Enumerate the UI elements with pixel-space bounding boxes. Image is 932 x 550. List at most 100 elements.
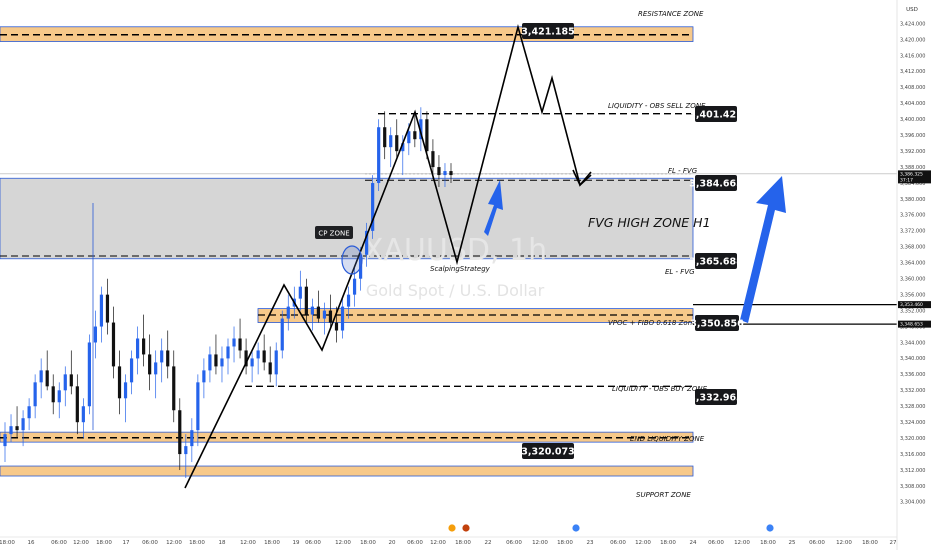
- candle-body-45: [274, 350, 278, 375]
- zone-label-6: LIQUIDITY - OBS BUY ZONE: [612, 385, 708, 393]
- candle-body-19: [117, 366, 122, 399]
- x-tick-5: 17: [123, 540, 130, 546]
- y-tick-2: 3,416.000: [900, 53, 925, 59]
- price-tag-2: 3,384.665: [689, 179, 743, 190]
- candle-body-51: [310, 306, 314, 315]
- y-tick-12: 3,376.000: [900, 213, 925, 219]
- candle-body-4: [27, 406, 31, 419]
- candle-body-62: [377, 127, 381, 184]
- x-tick-12: 19: [293, 540, 300, 546]
- candle-body-53: [322, 310, 327, 319]
- candle-body-8: [51, 386, 55, 403]
- drawings-layer: [184, 23, 786, 489]
- price-tag-1: 3,401.421: [689, 110, 743, 121]
- x-tick-6: 06:00: [142, 540, 158, 546]
- candle-body-56: [340, 306, 345, 331]
- x-tick-13: 06:00: [305, 540, 321, 546]
- candle-body-11: [69, 374, 73, 387]
- x-tick-28: 24: [690, 540, 697, 546]
- x-tick-8: 18:00: [189, 540, 205, 546]
- y-tick-17: 3,356.000: [900, 292, 925, 298]
- event-marker-icon-1: [462, 524, 470, 532]
- candle-body-72: [437, 167, 441, 176]
- candle-body-38: [232, 338, 236, 347]
- candle-body-71: [431, 151, 435, 168]
- labels-layer: RESISTANCE ZONE LIQUIDITY - OBS SELL ZONE…: [315, 10, 744, 499]
- candle-body-2: [15, 426, 19, 431]
- y-tick-30: 3,304.000: [900, 500, 925, 506]
- x-tick-19: 18:00: [455, 540, 471, 546]
- x-tick-1: 16: [28, 540, 35, 546]
- blue-arrow-small: [484, 180, 503, 236]
- candle-body-60: [365, 230, 369, 255]
- candle-body-50: [304, 286, 308, 315]
- x-tick-33: 06:00: [809, 540, 825, 546]
- candle-body-43: [262, 350, 266, 363]
- x-tick-35: 18:00: [862, 540, 878, 546]
- y-tick-7: 3,396.000: [900, 133, 925, 139]
- x-tick-21: 06:00: [506, 540, 522, 546]
- candle-body-64: [389, 135, 393, 148]
- candle-body-22: [135, 338, 140, 359]
- candle-body-41: [250, 358, 254, 367]
- zones-layer: [0, 26, 897, 477]
- x-tick-24: 23: [587, 540, 594, 546]
- candle-body-33: [202, 370, 206, 383]
- currency-label: USD: [906, 7, 918, 13]
- candle-body-1: [9, 426, 13, 435]
- x-tick-25: 06:00: [610, 540, 626, 546]
- event-marker-icon-2: [572, 524, 580, 532]
- candle-body-68: [413, 131, 417, 140]
- fvg-zone-title: FVG HIGH ZONE H1: [588, 215, 711, 230]
- axis-tag-2: 3,348.653: [900, 322, 923, 328]
- candle-body-63: [383, 127, 387, 148]
- x-tick-32: 25: [789, 540, 796, 546]
- zone-band-8: [0, 465, 694, 477]
- zone-label-8: SUPPORT ZONE: [636, 491, 691, 499]
- candle-body-36: [220, 358, 224, 367]
- y-tick-21: 3,340.000: [900, 356, 925, 362]
- candle-body-5: [33, 382, 37, 407]
- y-tick-29: 3,308.000: [900, 484, 925, 490]
- candle-body-20: [123, 382, 128, 399]
- price-tag-4: 3,365.688: [689, 257, 743, 268]
- price-tag-0: 3,421.185: [521, 27, 575, 38]
- y-tick-24: 3,328.000: [900, 404, 925, 410]
- projection-arrowhead: [572, 169, 592, 187]
- candle-body-74: [449, 171, 453, 176]
- candle-body-24: [148, 354, 152, 375]
- x-tick-34: 12:00: [836, 540, 852, 546]
- candle-body-14: [87, 342, 91, 407]
- candle-body-31: [190, 430, 194, 447]
- candle-body-15: [93, 326, 98, 343]
- x-tick-4: 18:00: [96, 540, 112, 546]
- x-tick-18: 12:00: [430, 540, 446, 546]
- candle-body-13: [81, 406, 85, 423]
- x-tick-26: 12:00: [635, 540, 651, 546]
- x-tick-17: 06:00: [407, 540, 423, 546]
- candle-body-70: [425, 119, 429, 152]
- x-tick-7: 12:00: [166, 540, 182, 546]
- price-tag-bg-0: [522, 23, 574, 39]
- candle-body-49: [298, 286, 302, 299]
- candle-body-52: [316, 306, 321, 319]
- candle-body-37: [226, 346, 230, 359]
- axis-tag-0: 3,386.325: [900, 171, 923, 177]
- x-tick-2: 06:00: [51, 540, 67, 546]
- y-tick-22: 3,336.000: [900, 372, 925, 378]
- zone-label-7: END LIQUIDITY ZONE: [630, 435, 705, 443]
- x-tick-14: 12:00: [335, 540, 351, 546]
- cp-zone-circle: [341, 245, 363, 275]
- price-tag-bg-7: [522, 443, 574, 459]
- x-tick-36: 27: [890, 540, 897, 546]
- zone-band-3: [0, 177, 694, 260]
- candle-body-67: [407, 131, 411, 144]
- x-tick-29: 06:00: [708, 540, 724, 546]
- y-tick-6: 3,400.000: [900, 117, 925, 123]
- y-tick-20: 3,344.000: [900, 340, 925, 346]
- y-tick-16: 3,360.000: [900, 277, 925, 283]
- candle-body-9: [57, 390, 61, 403]
- candle-body-73: [443, 171, 447, 176]
- candle-body-7: [45, 370, 49, 387]
- candle-body-25: [154, 362, 158, 375]
